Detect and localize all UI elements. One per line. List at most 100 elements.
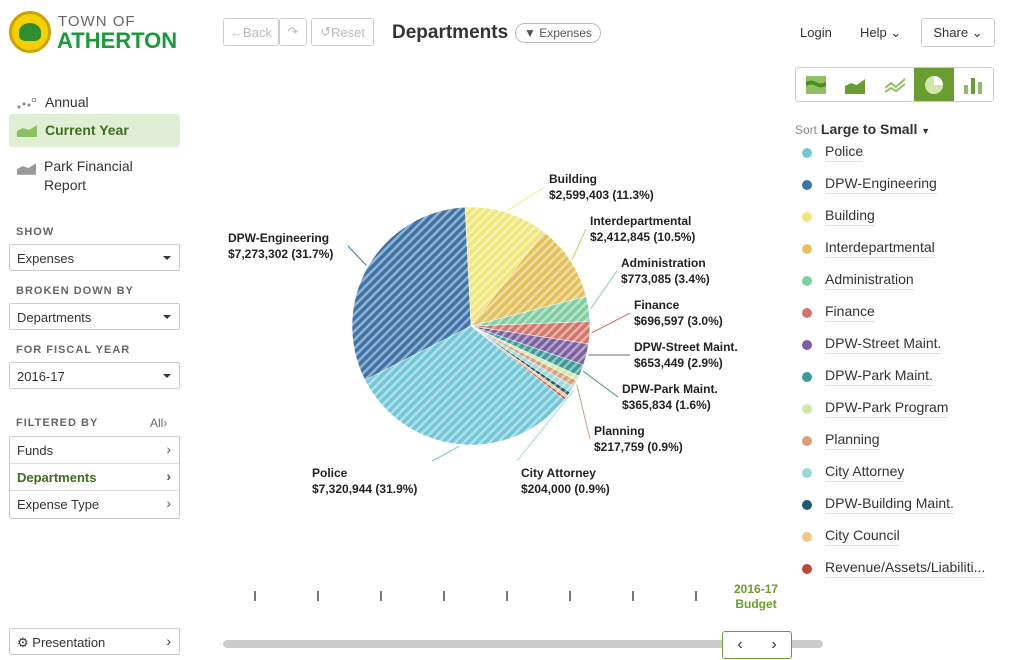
login-link[interactable]: Login: [800, 25, 832, 40]
slice-label: Interdepartmental $2,412,845 (10.5%): [590, 213, 695, 245]
slice-amount: $365,834: [622, 398, 673, 412]
slice-name: Administration: [621, 256, 706, 270]
broken-down-select[interactable]: Departments: [9, 303, 180, 330]
slice-name: DPW-Engineering: [228, 231, 330, 245]
slice-pct: (0.9%): [647, 440, 683, 454]
line-icon: [884, 77, 905, 93]
legend-item[interactable]: City Council: [802, 527, 900, 546]
timeline-tick[interactable]: [317, 591, 319, 601]
timeline-tick[interactable]: [632, 591, 634, 601]
town-seal-logo[interactable]: [9, 11, 51, 53]
legend-item[interactable]: DPW-Engineering: [802, 175, 937, 194]
reset-button[interactable]: ↺ Reset: [311, 18, 374, 46]
redo-button[interactable]: ↷: [279, 18, 307, 46]
show-select[interactable]: Expenses: [9, 244, 180, 271]
nav-current-year[interactable]: Current Year: [9, 114, 180, 147]
legend-item[interactable]: Revenue/Assets/Liabiliti...: [802, 559, 986, 578]
timeline-tick[interactable]: [254, 591, 256, 601]
legend-item[interactable]: DPW-Park Maint.: [802, 367, 933, 386]
leader-line: [431, 445, 460, 462]
pie-slice[interactable]: [364, 325, 565, 446]
filter-departments[interactable]: Departments ›: [10, 464, 179, 491]
legend-label: DPW-Street Maint.: [825, 335, 942, 354]
view-stacked-area[interactable]: [796, 68, 835, 101]
leader-line: [576, 384, 591, 440]
bar-icon: [964, 77, 983, 94]
legend-label: DPW-Building Maint.: [825, 495, 954, 514]
legend-label: Administration: [825, 271, 914, 290]
legend-swatch: [802, 435, 812, 446]
timeline-tick[interactable]: [380, 591, 382, 601]
area-chart-icon: [17, 163, 37, 175]
slice-amount: $773,085: [621, 272, 672, 286]
legend-item[interactable]: City Attorney: [802, 463, 905, 482]
timeline-tick[interactable]: [443, 591, 445, 601]
chevron-right-icon: ›: [166, 633, 171, 649]
legend-item[interactable]: Building: [802, 207, 875, 226]
pie-slice[interactable]: [464, 206, 545, 327]
view-line[interactable]: [875, 68, 914, 101]
legend-item[interactable]: Planning: [802, 431, 880, 450]
show-label: SHOW: [16, 226, 55, 238]
legend-swatch: [802, 403, 812, 414]
legend-item[interactable]: Administration: [802, 271, 914, 290]
timeline-type: Budget: [735, 597, 777, 611]
legend-swatch: [802, 275, 812, 286]
legend-item[interactable]: DPW-Street Maint.: [802, 335, 942, 354]
legend-label: DPW-Park Program: [825, 399, 949, 418]
legend-label: Finance: [825, 303, 875, 322]
timeline-scrollbar[interactable]: [223, 640, 823, 648]
filtered-by-label: FILTERED BY: [16, 417, 99, 429]
slice-name: Planning: [594, 424, 645, 438]
slice-amount: $7,273,302: [228, 247, 289, 261]
help-menu[interactable]: Help ⌄: [860, 25, 901, 41]
fiscal-year-select[interactable]: 2016-17: [9, 362, 180, 389]
legend-item[interactable]: Police: [802, 143, 864, 162]
legend-swatch: [802, 531, 812, 542]
filter-expense-type[interactable]: Expense Type ›: [10, 491, 179, 518]
slice-pct: (0.9%): [574, 482, 610, 496]
sort-label: Sort: [795, 123, 818, 137]
filter-funds[interactable]: Funds ›: [10, 437, 179, 464]
legend-item[interactable]: Finance: [802, 303, 875, 322]
chevron-left-icon[interactable]: ‹: [737, 636, 743, 653]
timeline-tick[interactable]: [569, 591, 571, 601]
chevron-right-icon: ›: [166, 468, 171, 484]
presentation-button[interactable]: ⚙ Presentation ›: [9, 628, 180, 655]
nav-annual[interactable]: Annual: [9, 86, 180, 119]
timeline-tick[interactable]: [506, 591, 508, 601]
pie-slice[interactable]: [351, 206, 472, 381]
all-filters-link[interactable]: All›: [150, 416, 168, 430]
legend-swatch: [802, 499, 812, 510]
back-button[interactable]: ← Back: [223, 18, 279, 46]
redo-icon: ↷: [287, 24, 299, 39]
back-label: Back: [243, 24, 272, 40]
legend-swatch: [802, 371, 812, 382]
leader-line: [591, 312, 631, 334]
share-button[interactable]: Share ⌄: [921, 18, 995, 47]
legend-item[interactable]: Interdepartmental: [802, 239, 935, 258]
slice-pct: (3.4%): [674, 272, 710, 286]
view-pie[interactable]: [914, 68, 954, 101]
legend-label: Police: [825, 143, 864, 162]
area-icon: [845, 78, 866, 94]
timeline-handle[interactable]: ‹ ›: [722, 631, 792, 659]
sort-dropdown[interactable]: Sort Large to Small ▼: [795, 121, 930, 137]
timeline-tick[interactable]: [695, 591, 697, 601]
filter-label: Departments: [17, 470, 97, 485]
legend-item[interactable]: DPW-Park Program: [802, 399, 949, 418]
slice-label: Finance $696,597 (3.0%): [634, 297, 723, 329]
view-area[interactable]: [835, 68, 874, 101]
slice-label: DPW-Park Maint. $365,834 (1.6%): [622, 381, 718, 413]
nav-park-financial-report[interactable]: Park Financial Report: [9, 152, 180, 194]
legend-item[interactable]: DPW-Building Maint.: [802, 495, 954, 514]
legend-label: Planning: [825, 431, 880, 450]
filter-pill[interactable]: ▼ Expenses: [515, 23, 601, 43]
nav-label: Annual: [45, 94, 89, 110]
slice-amount: $2,599,403: [549, 188, 610, 202]
pie-slice[interactable]: [470, 231, 587, 327]
chevron-right-icon[interactable]: ›: [771, 636, 777, 653]
share-label: Share: [933, 25, 969, 40]
view-bar[interactable]: [954, 68, 993, 101]
chevron-right-icon: ›: [166, 441, 171, 457]
